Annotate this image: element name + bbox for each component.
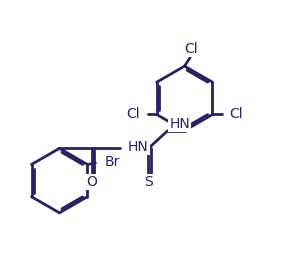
Text: S: S [144,175,153,189]
Text: O: O [86,175,97,189]
Text: Cl: Cl [126,108,140,122]
Text: Cl: Cl [229,108,243,122]
Text: Cl: Cl [184,42,198,56]
Text: HN: HN [128,140,149,154]
Text: Br: Br [104,155,120,169]
Text: HN: HN [169,117,190,131]
